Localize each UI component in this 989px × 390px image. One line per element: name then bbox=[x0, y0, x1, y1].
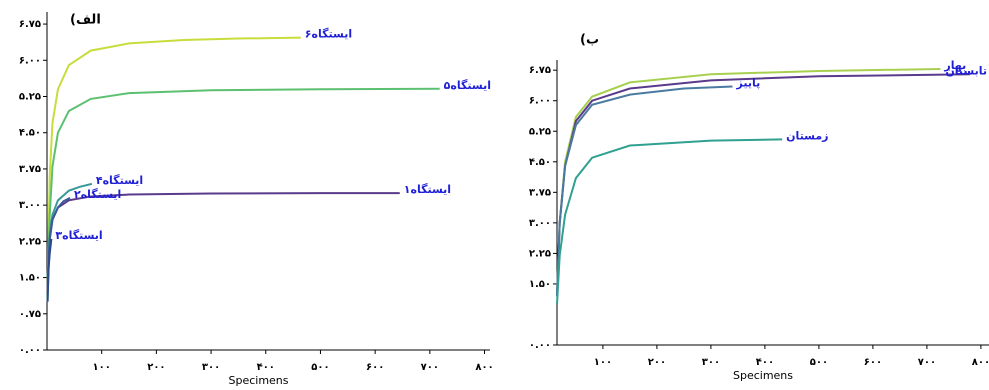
series-line bbox=[46, 192, 400, 293]
y-tick-label: ۶.۰۰ bbox=[19, 55, 41, 66]
series-line bbox=[46, 87, 440, 302]
y-tick-label: ۰.۰۰ bbox=[529, 340, 551, 351]
series-label: بهار bbox=[943, 59, 966, 72]
x-tick-label: ۸۰۰ bbox=[972, 357, 989, 368]
y-tick-label: ۰.۰۰ bbox=[19, 345, 41, 356]
x-tick-label: ۳۰۰ bbox=[202, 362, 220, 373]
series-label: ایستگاه۲ bbox=[74, 188, 121, 201]
y-tick-label: ۶.۰۰ bbox=[529, 96, 551, 107]
x-tick-label: ۱۰۰ bbox=[93, 362, 111, 373]
series-label: ایستگاه۵ bbox=[444, 79, 491, 92]
series-line bbox=[46, 238, 53, 302]
x-tick-label: ۴۰۰ bbox=[756, 357, 774, 368]
x-tick-label: ۷۰۰ bbox=[918, 357, 936, 368]
y-tick-label: ۳.۰۰ bbox=[19, 200, 41, 211]
x-tick-label: ۶۰۰ bbox=[366, 362, 384, 373]
y-tick-label: ۵.۲۵ bbox=[529, 126, 551, 137]
y-tick-label: ۳.۰۰ bbox=[529, 218, 551, 229]
series-label: ایستگاه۱ bbox=[404, 183, 451, 196]
x-tick-label: ۲۰۰ bbox=[648, 357, 666, 368]
y-tick-label: ۶.۷۵ bbox=[19, 19, 41, 30]
chart-title: (الف bbox=[70, 13, 101, 28]
series-label: ایستگاه۴ bbox=[96, 174, 143, 187]
series-label: ایستگاه۳ bbox=[55, 229, 102, 242]
x-tick-label: ۵۰۰ bbox=[810, 357, 828, 368]
y-tick-label: ۲.۲۵ bbox=[19, 236, 41, 247]
y-tick-label: ۴.۵۰ bbox=[529, 157, 551, 168]
x-tick-label: ۶۰۰ bbox=[864, 357, 882, 368]
x-tick-label: ۸۰۰ bbox=[475, 362, 493, 373]
y-tick-label: ۳.۷۵ bbox=[19, 164, 41, 175]
series-label: زمستان bbox=[786, 129, 828, 142]
x-tick-label: ۱۰۰ bbox=[594, 357, 612, 368]
series-line bbox=[556, 138, 783, 305]
series-line bbox=[556, 73, 971, 297]
series-line bbox=[556, 67, 941, 297]
y-tick-label: ۵.۲۵ bbox=[19, 92, 41, 103]
series-line bbox=[556, 85, 733, 297]
series-label: تابستان bbox=[945, 64, 987, 77]
series-label: ایستگاه۶ bbox=[305, 28, 352, 41]
y-tick-label: ۱.۵۰ bbox=[19, 273, 41, 284]
series-label: پاییز bbox=[736, 76, 761, 89]
y-tick-label: ۴.۵۰ bbox=[19, 128, 41, 139]
chart-title: (ب bbox=[580, 33, 599, 48]
y-tick-label: ۶.۷۵ bbox=[529, 65, 551, 76]
series-line bbox=[46, 36, 301, 293]
series-line bbox=[46, 197, 71, 288]
x-tick-label: ۴۰۰ bbox=[257, 362, 275, 373]
x-tick-label: ۲۰۰ bbox=[147, 362, 165, 373]
x-tick-label: ۷۰۰ bbox=[421, 362, 439, 373]
x-axis-label: Specimens bbox=[733, 369, 793, 382]
y-tick-label: ۱.۵۰ bbox=[529, 279, 551, 290]
x-axis-label: Specimens bbox=[228, 374, 288, 387]
x-tick-label: ۵۰۰ bbox=[311, 362, 329, 373]
y-tick-label: ۲.۲۵ bbox=[529, 248, 551, 259]
y-tick-label: ۳.۷۵ bbox=[529, 187, 551, 198]
x-tick-label: ۳۰۰ bbox=[702, 357, 720, 368]
y-tick-label: ۰.۷۵ bbox=[19, 309, 41, 320]
